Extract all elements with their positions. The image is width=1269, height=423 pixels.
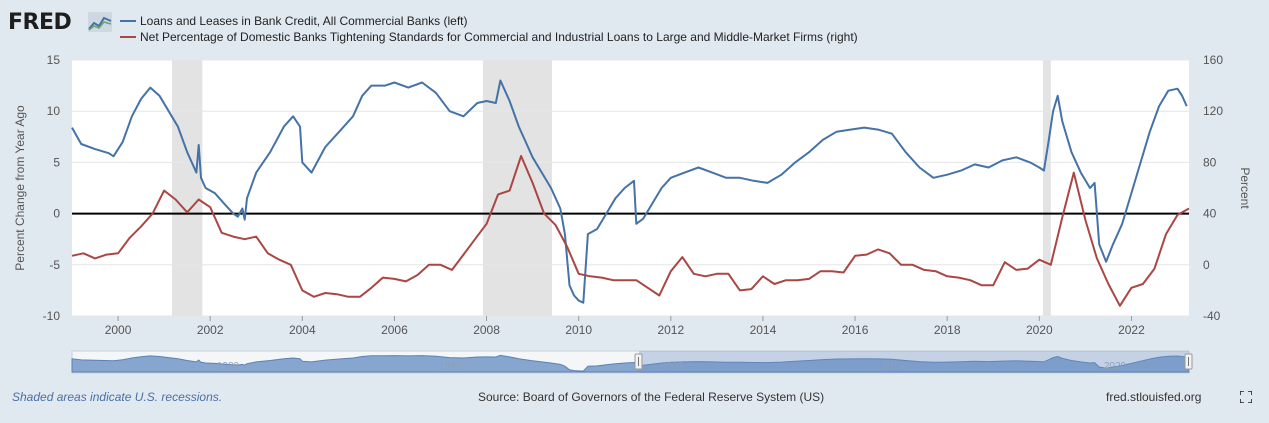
navigator-label-1990: 1990 bbox=[439, 361, 462, 372]
y-axis-label: Percent Change from Year Ago bbox=[13, 105, 27, 271]
series-line-tightening[interactable] bbox=[71, 155, 1190, 307]
navigator-labels: 1980 1990 2000 2010 2020 bbox=[217, 361, 1127, 372]
navigator-selection[interactable] bbox=[639, 351, 1189, 373]
x-tick-label-2020: 2020 bbox=[1026, 323, 1053, 337]
recession-band-0 bbox=[171, 60, 203, 316]
x-tick-label-2014: 2014 bbox=[750, 323, 777, 337]
y-tick-label-5: 5 bbox=[53, 155, 60, 169]
y-tick-label-15: 15 bbox=[47, 53, 61, 67]
navigator-area bbox=[71, 354, 1190, 373]
fullscreen-icon[interactable] bbox=[1240, 391, 1252, 403]
y2-tick-label-0: 0 bbox=[1203, 258, 1210, 272]
series-lines bbox=[71, 79, 1190, 307]
x-tick-label-2004: 2004 bbox=[289, 323, 316, 337]
y2-tick-label-80: 80 bbox=[1203, 155, 1217, 169]
plot-area bbox=[72, 60, 1189, 316]
x-tick-label-2010: 2010 bbox=[565, 323, 592, 337]
legend-label-loans: Loans and Leases in Bank Credit, All Com… bbox=[140, 14, 468, 28]
y2-tick-label-160: 160 bbox=[1203, 53, 1223, 67]
navigator-label-2020: 2020 bbox=[1104, 361, 1127, 372]
y-tick-label--10: -10 bbox=[43, 309, 61, 323]
legend: Loans and Leases in Bank Credit, All Com… bbox=[120, 13, 858, 45]
navigator-label-2000: 2000 bbox=[661, 361, 684, 372]
series-line-loans[interactable] bbox=[71, 79, 1188, 304]
fred-logo[interactable]: FRED bbox=[8, 10, 72, 35]
y-tick-label-0: 0 bbox=[53, 207, 60, 221]
recession-note: Shaded areas indicate U.S. recessions. bbox=[12, 390, 223, 404]
fred-logo-graph-icon bbox=[88, 12, 112, 32]
navigator-label-2010: 2010 bbox=[882, 361, 905, 372]
recession-band-1 bbox=[482, 60, 552, 316]
y-tick-label-10: 10 bbox=[47, 104, 61, 118]
x-tick-label-2006: 2006 bbox=[381, 323, 408, 337]
y2-axis-label: Percent bbox=[1238, 167, 1252, 209]
chart-svg: 2000 2002 2004 2006 2008 2010 2012 2014 2016 2018… bbox=[13, 53, 1252, 374]
time-navigator[interactable]: 1980 1990 2000 2010 2020 bbox=[71, 350, 1193, 374]
x-axis-ticks: 2000 2002 2004 2006 2008 2010 2012 2014 2016 2018… bbox=[105, 316, 1145, 337]
x-tick-label-2012: 2012 bbox=[657, 323, 684, 337]
legend-swatch-loans bbox=[120, 19, 136, 22]
chart-header: FRED Loans and Leases in Bank Credit, Al… bbox=[8, 6, 1258, 46]
site-link[interactable]: fred.stlouisfed.org bbox=[1106, 390, 1202, 404]
x-tick-label-2018: 2018 bbox=[934, 323, 961, 337]
legend-item-loans[interactable]: Loans and Leases in Bank Credit, All Com… bbox=[120, 13, 858, 29]
x-tick-label-2002: 2002 bbox=[197, 323, 224, 337]
x-tick-label-2000: 2000 bbox=[105, 323, 132, 337]
y-tick-label--5: -5 bbox=[49, 258, 60, 272]
x-tick-label-2022: 2022 bbox=[1118, 323, 1145, 337]
y2-axis-ticks: 160 120 80 40 0 -40 bbox=[1203, 53, 1223, 323]
chart-footer: Shaded areas indicate U.S. recessions. S… bbox=[0, 388, 1269, 408]
legend-item-tightening[interactable]: Net Percentage of Domestic Banks Tighten… bbox=[120, 29, 858, 45]
navigator-label-1980: 1980 bbox=[217, 361, 240, 372]
y2-tick-label-120: 120 bbox=[1203, 104, 1223, 118]
recession-band-2 bbox=[1042, 60, 1051, 316]
y-axis-ticks: 15 10 5 0 -5 -10 bbox=[43, 53, 61, 323]
legend-label-tightening: Net Percentage of Domestic Banks Tighten… bbox=[140, 30, 858, 44]
source-text: Source: Board of Governors of the Federa… bbox=[478, 390, 825, 404]
y2-tick-label-40: 40 bbox=[1203, 207, 1217, 221]
x-tick-label-2008: 2008 bbox=[473, 323, 500, 337]
y2-tick-label--40: -40 bbox=[1203, 309, 1221, 323]
legend-swatch-tightening bbox=[120, 35, 136, 38]
x-tick-label-2016: 2016 bbox=[842, 323, 869, 337]
